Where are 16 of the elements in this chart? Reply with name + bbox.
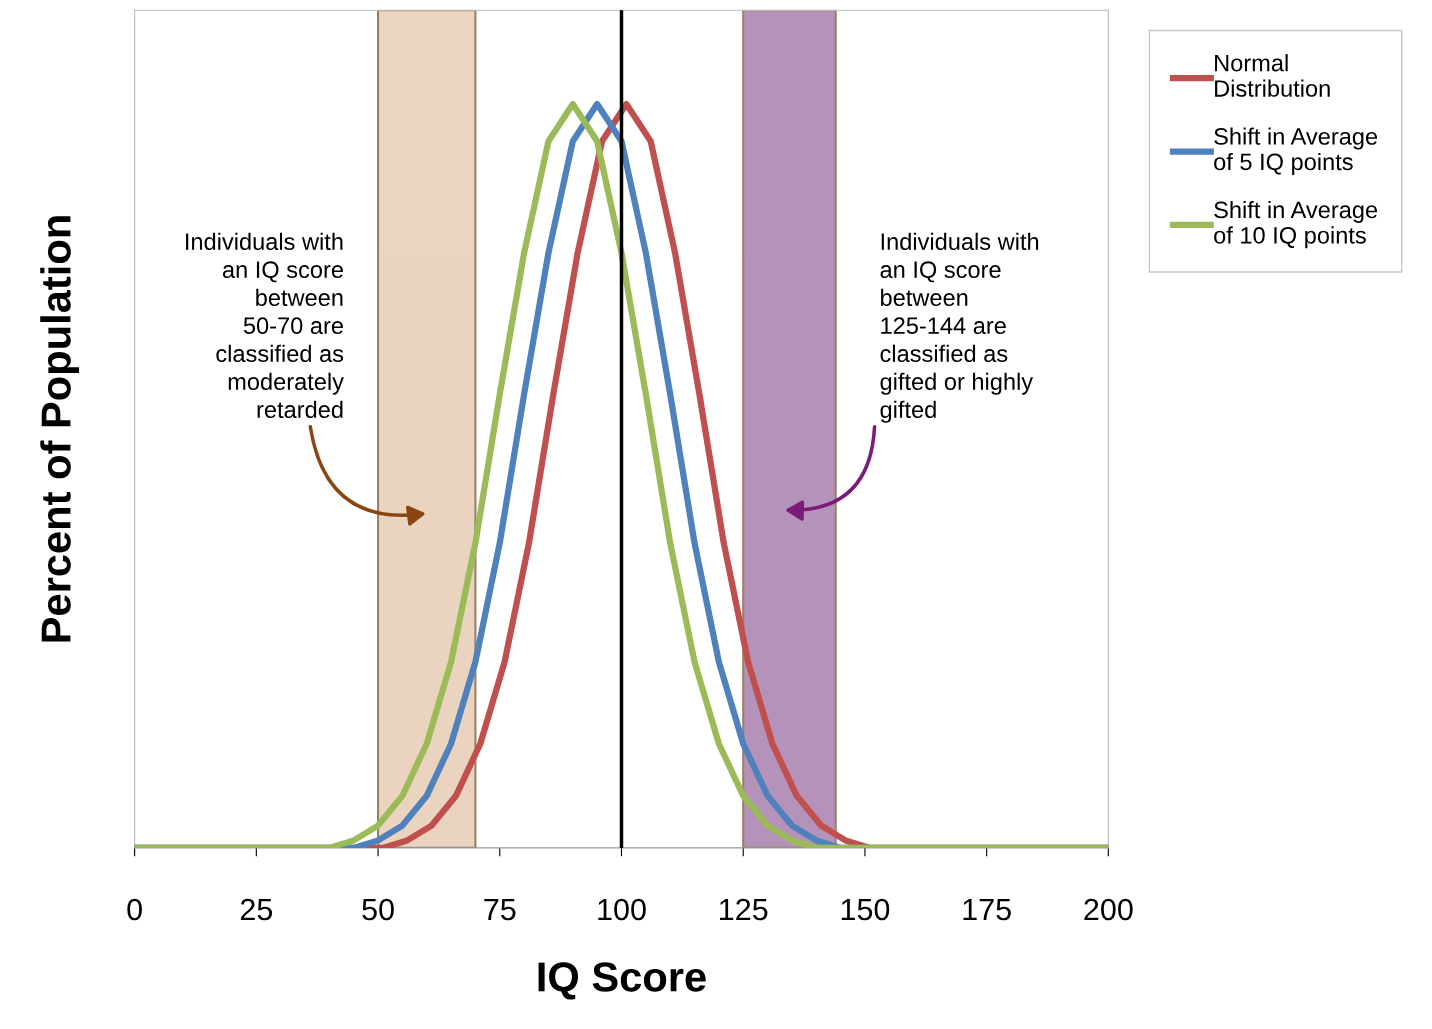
legend-label: Shift in Average of 10 IQ points [1214, 200, 1378, 249]
x-tick-label: 0 [127, 898, 142, 921]
annotation: Individuals with an IQ score between 50-70 are classified as moderately retarded [186, 232, 344, 419]
x-tick-label: 200 [1084, 898, 1133, 921]
x-tick-label: 175 [963, 899, 1011, 921]
x-tick-label: 150 [841, 898, 890, 921]
legend-label: Normal Distribution [1215, 54, 1330, 97]
x-tick-label: 75 [484, 899, 516, 921]
y-axis-title: Percent of Population [40, 216, 80, 642]
x-tick-label: 100 [598, 898, 646, 921]
annotation: Individuals with an IQ score between 125-144 are classified as gifted or highly gifted [880, 232, 1039, 423]
x-tick-label: 25 [240, 898, 273, 921]
x-tick-label: 50 [362, 898, 394, 921]
x-axis-title: IQ Score [538, 962, 706, 1000]
x-tick-label: 125 [720, 898, 768, 921]
legend-label: Shift in Average of 5 IQ points [1214, 127, 1378, 175]
